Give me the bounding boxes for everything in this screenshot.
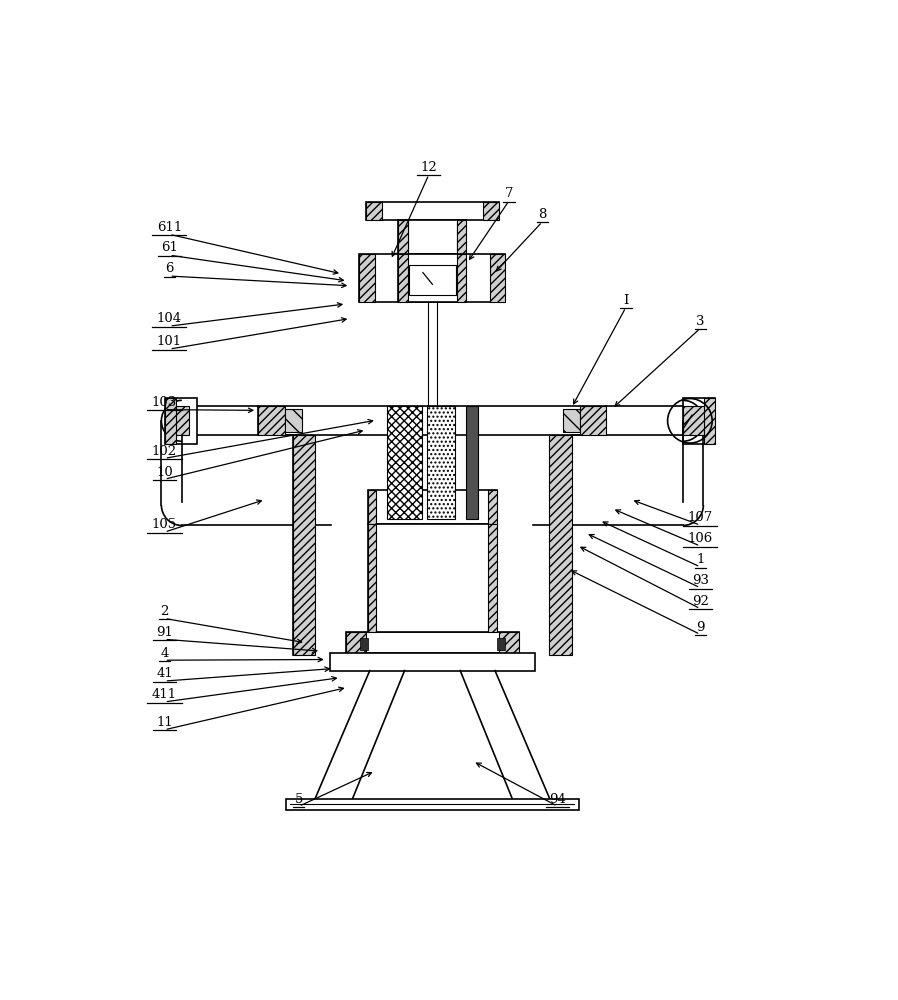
Text: 10: 10 (156, 466, 172, 479)
Bar (428, 409, 436, 432)
Text: 94: 94 (550, 793, 566, 806)
Text: 11: 11 (156, 716, 172, 729)
Text: 4: 4 (160, 647, 169, 660)
Bar (562, 409, 580, 432)
Text: 102: 102 (152, 445, 177, 458)
Text: 611: 611 (156, 221, 182, 234)
Text: 12: 12 (420, 161, 437, 174)
Bar (550, 435, 571, 655)
Text: 5: 5 (295, 793, 303, 806)
Text: 92: 92 (691, 595, 709, 608)
Bar (497, 638, 505, 650)
Text: 104: 104 (157, 312, 182, 325)
Text: 91: 91 (156, 626, 173, 639)
Bar (366, 202, 382, 220)
Text: 8: 8 (538, 208, 547, 221)
Text: 93: 93 (691, 574, 709, 587)
Bar (359, 254, 374, 302)
Bar (359, 254, 506, 302)
Bar (483, 202, 498, 220)
Bar (682, 406, 705, 435)
Text: 101: 101 (157, 335, 182, 348)
Bar (409, 265, 456, 295)
Bar (165, 398, 198, 444)
Bar (286, 799, 578, 810)
Text: 1: 1 (696, 553, 705, 566)
Bar (368, 524, 497, 632)
Text: 41: 41 (156, 667, 172, 680)
Bar (704, 398, 715, 444)
Bar (366, 202, 498, 220)
Bar (166, 406, 189, 435)
Text: 7: 7 (505, 187, 513, 200)
Text: 9: 9 (696, 621, 705, 634)
Text: 105: 105 (152, 518, 177, 531)
Text: 61: 61 (161, 241, 178, 254)
Bar (368, 490, 497, 524)
Bar (457, 254, 466, 302)
Bar (330, 653, 535, 671)
Bar (580, 406, 606, 435)
Bar (293, 435, 315, 655)
Bar (387, 406, 422, 519)
Bar (499, 632, 519, 653)
Bar (346, 632, 365, 653)
Bar (490, 254, 506, 302)
Bar (360, 638, 367, 650)
Text: 411: 411 (152, 688, 177, 701)
Bar (165, 398, 176, 444)
Bar (489, 490, 497, 524)
Bar (399, 220, 408, 254)
Bar (368, 490, 376, 524)
Bar (682, 398, 715, 444)
Bar (457, 220, 466, 254)
Text: 103: 103 (152, 396, 177, 409)
Bar (489, 524, 497, 632)
Bar (346, 632, 519, 653)
Bar (285, 409, 303, 432)
Bar (399, 254, 408, 302)
Text: 106: 106 (688, 532, 713, 545)
Bar (427, 406, 454, 519)
Bar (399, 254, 466, 302)
Text: 107: 107 (688, 511, 713, 524)
Bar (368, 524, 376, 632)
Bar (259, 406, 285, 435)
Bar (259, 406, 606, 435)
Bar (466, 406, 479, 519)
Bar (399, 220, 466, 254)
Text: 6: 6 (165, 262, 173, 275)
Text: I: I (623, 294, 629, 307)
Text: 3: 3 (696, 315, 705, 328)
Text: 2: 2 (160, 605, 169, 618)
